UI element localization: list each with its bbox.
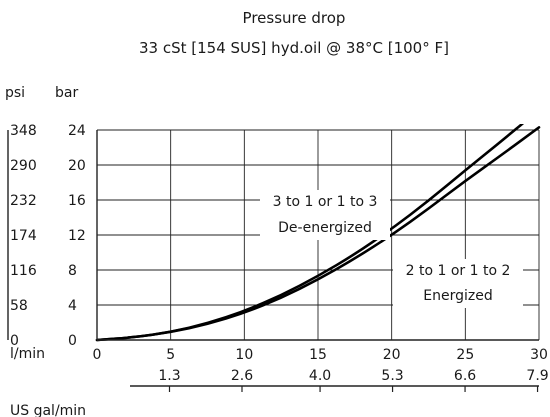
x-secondary-tick-label-3: 5.3 bbox=[381, 368, 403, 384]
y-psi-tick-label-2: 116 bbox=[10, 263, 37, 279]
x-tick-label-3: 15 bbox=[309, 347, 327, 363]
x-axis-label: l/min bbox=[10, 346, 45, 362]
x-secondary-tick-label-0: 1.3 bbox=[158, 368, 180, 384]
y-bar-tick-label-6: 24 bbox=[68, 123, 86, 139]
chart-subtitle: 33 cSt [154 SUS] hyd.oil @ 38°C [100° F] bbox=[139, 39, 449, 57]
y-psi-tick-label-4: 232 bbox=[10, 193, 37, 209]
series-lines bbox=[95, 124, 541, 342]
annotation-0-line-1: De-energized bbox=[278, 220, 372, 236]
x-secondary-tick-label-2: 4.0 bbox=[309, 368, 331, 384]
y-bar-tick-label-4: 16 bbox=[68, 193, 86, 209]
y-axis-label-bar: bar bbox=[55, 85, 78, 101]
y-psi-tick-label-5: 290 bbox=[10, 158, 37, 174]
x-tick-label-5: 25 bbox=[456, 347, 474, 363]
x-tick-label-6: 30 bbox=[530, 347, 548, 363]
y-bar-tick-label-2: 8 bbox=[68, 263, 77, 279]
x-tick-label-1: 5 bbox=[166, 347, 175, 363]
x-secondary-tick-label-1: 2.6 bbox=[231, 368, 253, 384]
x-tick-label-4: 20 bbox=[383, 347, 401, 363]
x-tick-label-2: 10 bbox=[235, 347, 253, 363]
series-line-1 bbox=[95, 126, 541, 342]
x-secondary-tick-label-5: 7.9 bbox=[526, 368, 548, 384]
y-bar-tick-label-1: 4 bbox=[68, 298, 77, 314]
tick-labels: 0 4 8 12 16 20 24 0 58 116 174 232 290 348 0 5 10 15 20 25 3… bbox=[10, 123, 549, 392]
y-bar-tick-label-5: 20 bbox=[68, 158, 86, 174]
y-psi-tick-label-1: 58 bbox=[10, 298, 28, 314]
y-psi-tick-label-3: 174 bbox=[10, 228, 37, 244]
annotation-mask-1 bbox=[393, 259, 523, 308]
y-psi-tick-label-6: 348 bbox=[10, 123, 37, 139]
axes bbox=[7, 130, 540, 387]
annotation-1-line-1: Energized bbox=[423, 288, 492, 304]
annotation-1-line-0: 2 to 1 or 1 to 2 bbox=[406, 263, 511, 279]
y-bar-tick-label-3: 12 bbox=[68, 228, 86, 244]
annotations: 3 to 1 or 1 to 3 De-energized 2 to 1 or 1 … bbox=[260, 190, 523, 308]
annotation-mask-0 bbox=[260, 190, 390, 240]
y-bar-tick-label-0: 0 bbox=[68, 333, 77, 349]
x-secondary-axis-label: US gal/min bbox=[10, 403, 86, 417]
chart-title: Pressure drop bbox=[243, 9, 346, 27]
y-axis-label-psi: psi bbox=[5, 85, 25, 101]
y-psi-tick-label-0: 0 bbox=[10, 333, 19, 349]
annotation-0-line-0: 3 to 1 or 1 to 3 bbox=[273, 194, 378, 210]
x-tick-label-0: 0 bbox=[93, 347, 102, 363]
x-secondary-tick-label-4: 6.6 bbox=[454, 368, 476, 384]
